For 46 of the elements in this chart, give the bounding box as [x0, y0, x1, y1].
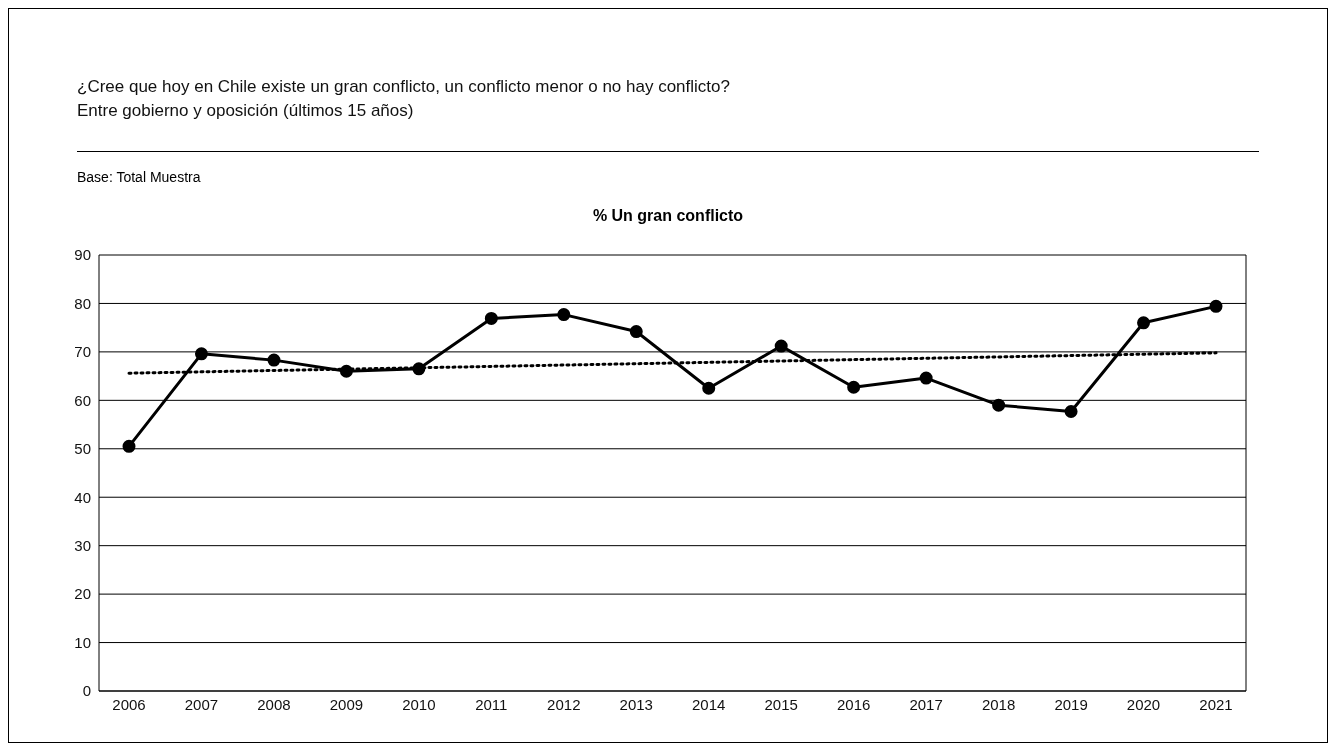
y-tick-label: 40	[74, 488, 91, 506]
x-tick-label: 2018	[981, 695, 1016, 713]
y-tick-label: 20	[74, 585, 91, 603]
x-tick-label: 2006	[112, 695, 146, 713]
point	[847, 380, 861, 394]
point	[267, 353, 281, 367]
point	[557, 308, 571, 322]
point	[484, 311, 498, 325]
point	[774, 339, 788, 353]
point	[919, 371, 933, 385]
x-tick-label: 2010	[402, 695, 436, 713]
point	[122, 439, 136, 453]
x-tick-label: 2019	[1054, 695, 1088, 713]
x-tick-label: 2021	[1199, 695, 1233, 713]
x-tick-label: 2017	[909, 695, 943, 713]
y-tick-label: 80	[74, 294, 91, 312]
x-tick-label: 2014	[692, 695, 726, 713]
y-tick-label: 60	[74, 391, 91, 409]
point	[1064, 404, 1078, 418]
chart-title: ¿Cree que hoy en Chile existe un gran conflicto, un conflicto menor o no hay conflicto?	[77, 76, 730, 98]
point	[992, 398, 1006, 412]
y-tick-label: 0	[82, 682, 91, 700]
text: Base: Total Muestra	[77, 169, 201, 185]
point	[194, 347, 208, 361]
x-tick-label: 2008	[257, 695, 291, 713]
point	[702, 381, 716, 395]
x-tick-label: 2016	[836, 695, 871, 713]
y-tick-label: 70	[74, 343, 91, 361]
x-tick-label: 2015	[764, 695, 798, 713]
point	[629, 325, 643, 339]
x-tick-label: 2020	[1126, 695, 1161, 713]
y-tick-label: 30	[74, 536, 91, 554]
chart-subtitle: Entre gobierno y oposición (últimos 15 años)	[77, 100, 415, 122]
point	[1209, 299, 1223, 313]
text: % Un gran conflicto	[591, 207, 745, 225]
y-tick-label: 50	[74, 440, 91, 458]
x-tick-label: 2009	[329, 695, 364, 713]
x-tick-label: 2012	[547, 695, 581, 713]
point	[1137, 316, 1151, 330]
y-tick-label: 10	[74, 633, 91, 651]
point	[339, 364, 353, 378]
x-tick-label: 2013	[619, 695, 653, 713]
point	[412, 362, 426, 376]
x-tick-label: 2011	[475, 695, 508, 713]
x-tick-label: 2007	[184, 695, 219, 713]
y-tick-label: 90	[74, 246, 91, 264]
